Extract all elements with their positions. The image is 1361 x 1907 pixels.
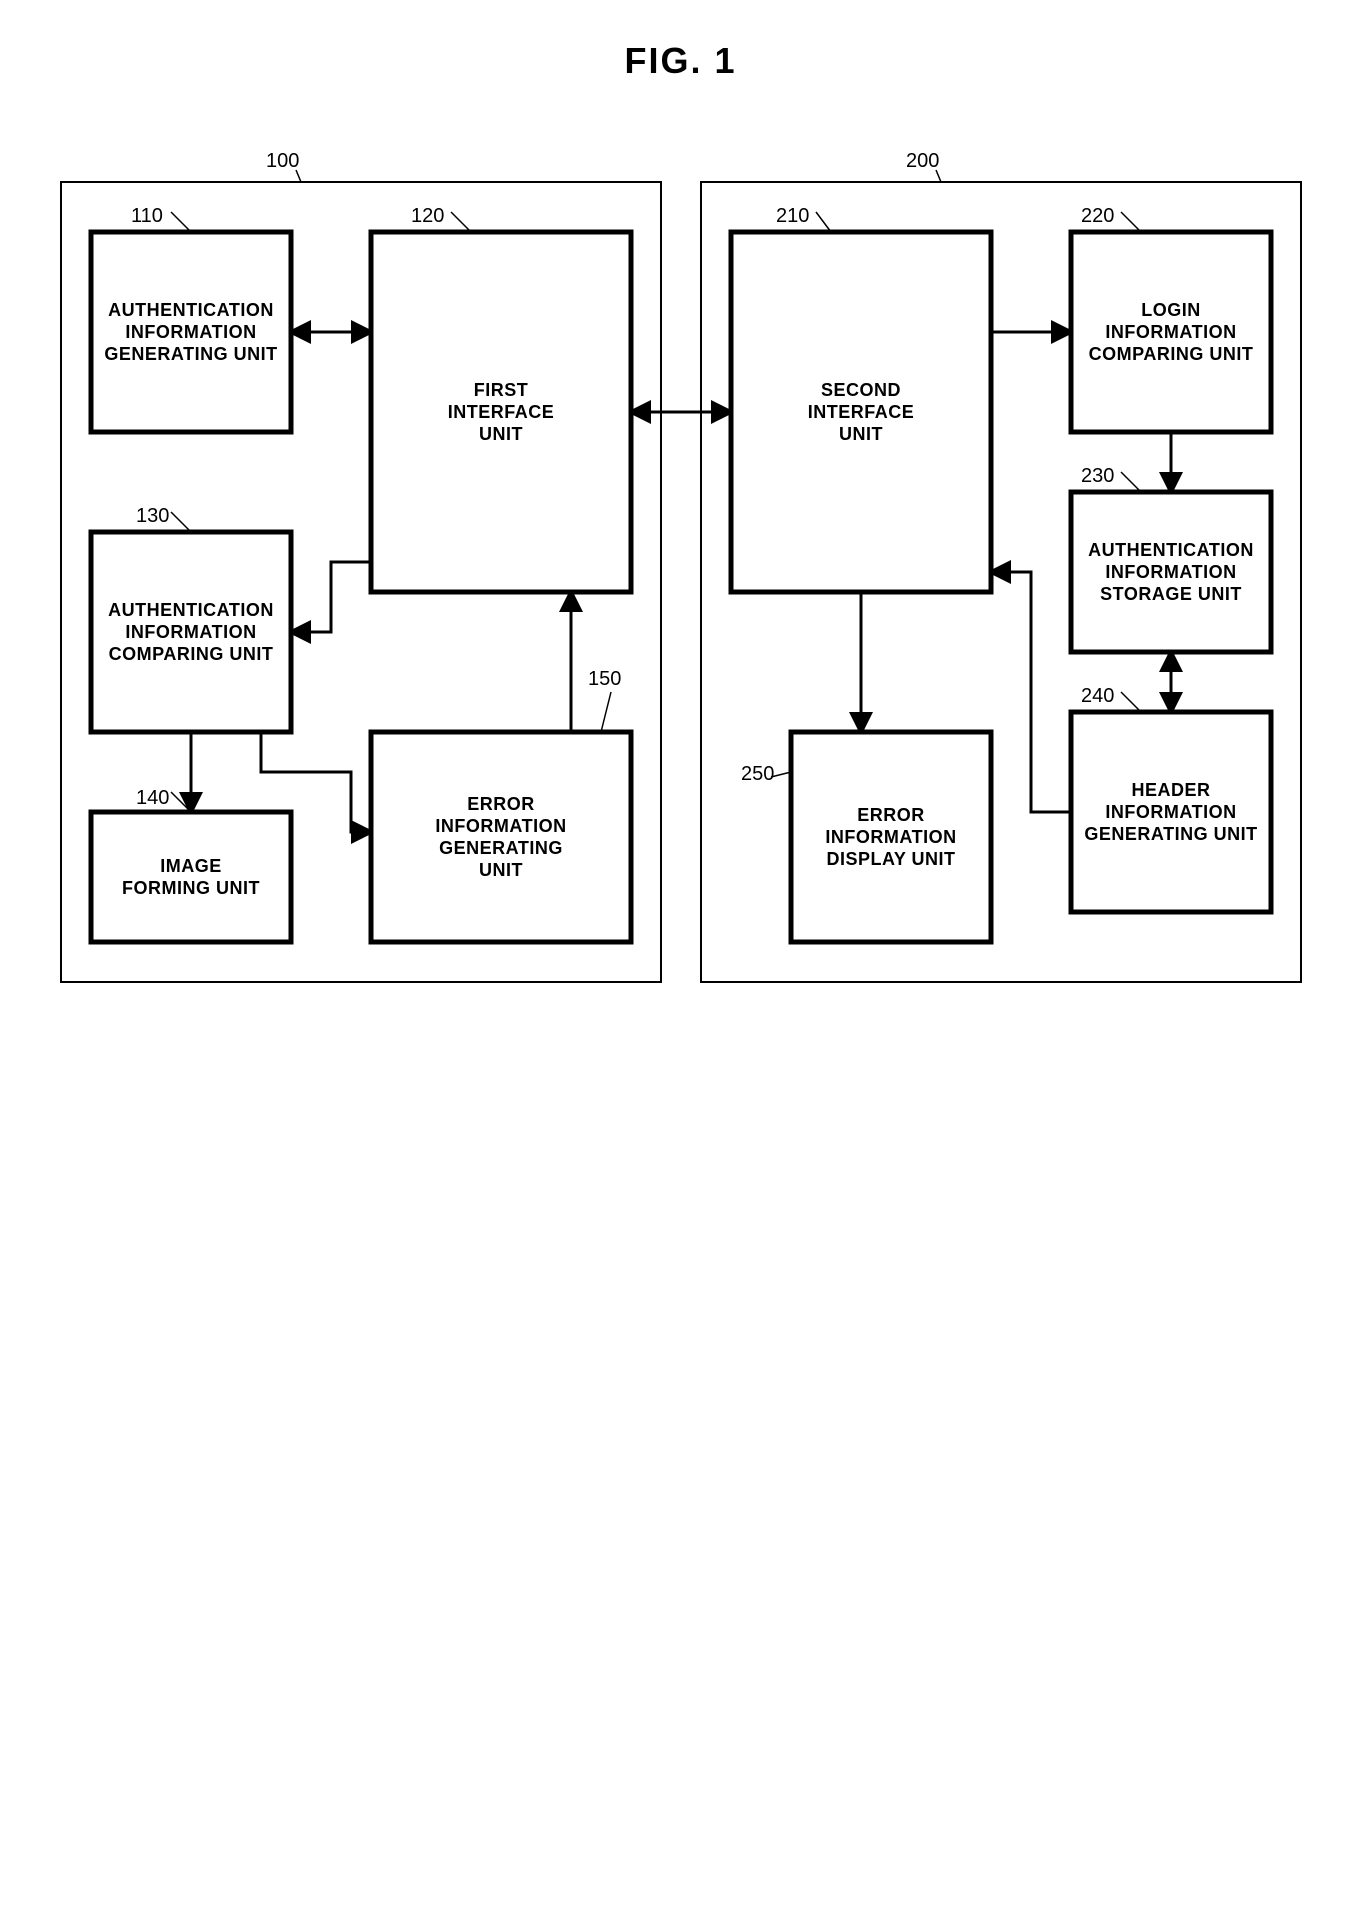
box-label-110-line1: INFORMATION <box>125 322 256 342</box>
box-label-240-line2: GENERATING UNIT <box>1084 824 1257 844</box>
refnum-120: 120 <box>411 205 444 227</box>
refnum-110: 110 <box>131 205 163 227</box>
box-label-230-line0: AUTHENTICATION <box>1088 540 1254 560</box>
box-label-230-line2: STORAGE UNIT <box>1100 584 1242 604</box>
box-label-110-line2: GENERATING UNIT <box>104 344 277 364</box>
block-diagram-svg: AUTHENTICATIONINFORMATIONGENERATING UNIT… <box>41 112 1321 1012</box>
box-label-130-line2: COMPARING UNIT <box>108 644 273 664</box>
figure-title: FIG. 1 <box>40 40 1321 82</box>
box-label-240-line1: INFORMATION <box>1105 802 1236 822</box>
box-label-150-line0: ERROR <box>467 794 535 814</box>
box-label-220-line1: INFORMATION <box>1105 322 1236 342</box>
box-label-250-line0: ERROR <box>857 805 925 825</box>
box-label-140-line0: IMAGE <box>160 856 222 876</box>
refnum-140: 140 <box>136 787 169 809</box>
diagram-container: AUTHENTICATIONINFORMATIONGENERATING UNIT… <box>40 112 1321 1012</box>
refnum-200: 200 <box>906 150 939 172</box>
connector-c240-210 <box>991 572 1071 812</box>
box-label-250-line1: INFORMATION <box>825 827 956 847</box>
box-label-230-line1: INFORMATION <box>1105 562 1236 582</box>
box-label-210-line2: UNIT <box>839 424 883 444</box>
connector-c120-130 <box>291 562 371 632</box>
box-150 <box>371 732 631 942</box>
box-label-120-line2: UNIT <box>479 424 523 444</box>
refnum-240: 240 <box>1081 685 1114 707</box>
box-label-150-line2: GENERATING <box>439 838 563 858</box>
box-label-130-line1: INFORMATION <box>125 622 256 642</box>
box-label-210-line0: SECOND <box>820 380 900 400</box>
box-label-250-line2: DISPLAY UNIT <box>826 849 955 869</box>
refnum-210: 210 <box>776 205 809 227</box>
refnum-130: 130 <box>136 505 169 527</box>
refnum-230: 230 <box>1081 465 1114 487</box>
box-label-120-line0: FIRST <box>473 380 528 400</box>
refnum-220: 220 <box>1081 205 1114 227</box>
box-label-110-line0: AUTHENTICATION <box>108 300 274 320</box>
box-label-150-line3: UNIT <box>479 860 523 880</box>
box-label-220-line2: COMPARING UNIT <box>1088 344 1253 364</box>
box-label-140-line1: FORMING UNIT <box>122 878 260 898</box>
box-label-130-line0: AUTHENTICATION <box>108 600 274 620</box>
refnum-150: 150 <box>588 668 621 690</box>
refnum-250: 250 <box>741 763 774 785</box>
box-label-240-line0: HEADER <box>1131 780 1210 800</box>
refnum-100: 100 <box>266 150 299 172</box>
box-label-220-line0: LOGIN <box>1141 300 1201 320</box>
box-label-210-line1: INTERFACE <box>807 402 914 422</box>
box-label-150-line1: INFORMATION <box>435 816 566 836</box>
box-140 <box>91 812 291 942</box>
box-label-120-line1: INTERFACE <box>447 402 554 422</box>
